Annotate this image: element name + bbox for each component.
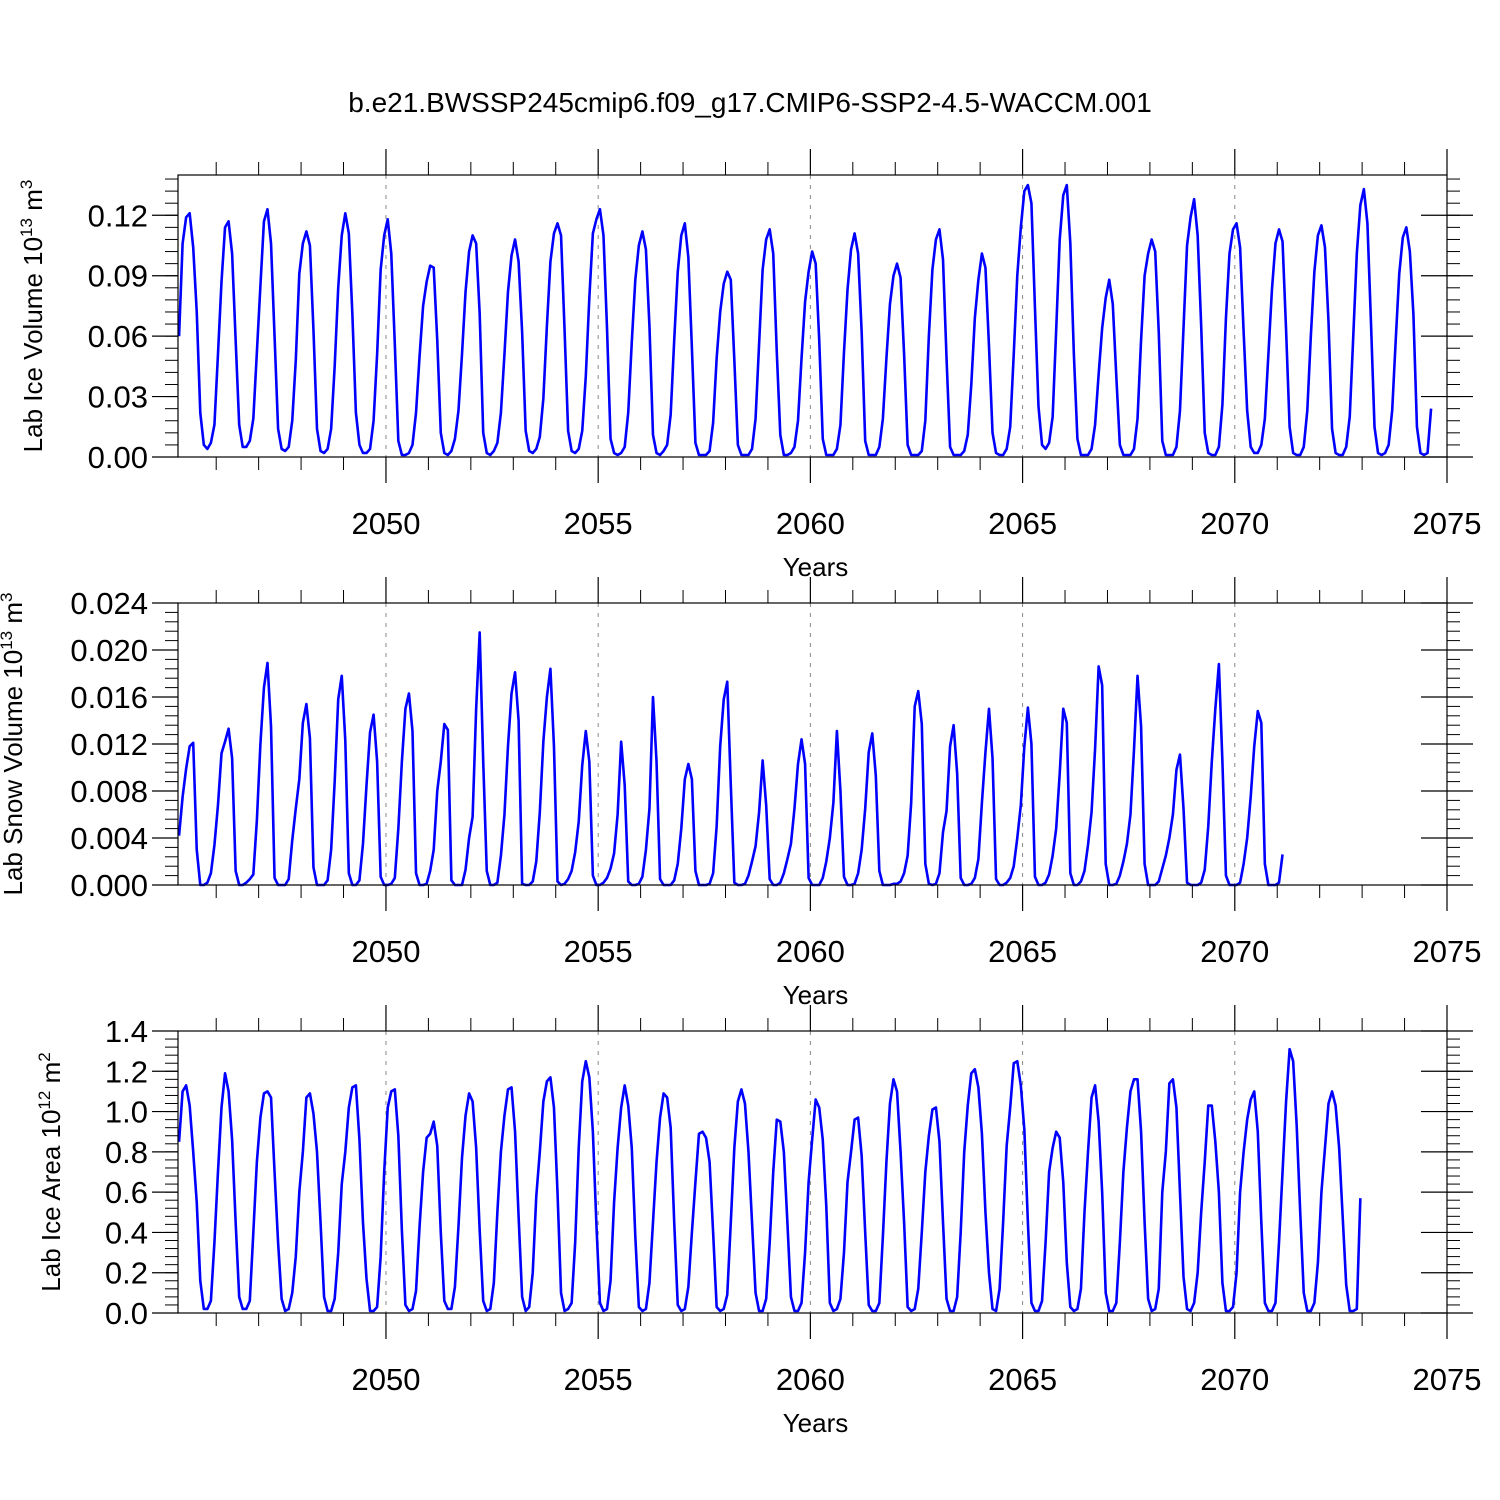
data-line — [177, 631, 1284, 887]
x-tick-label: 2055 — [564, 1362, 633, 1397]
x-tick-label: 2075 — [1413, 934, 1482, 969]
x-axis-label: Years — [783, 1408, 849, 1438]
y-tick-label: 0.2 — [105, 1256, 148, 1291]
x-axis-label: Years — [783, 552, 849, 582]
x-tick-label: 2065 — [988, 934, 1057, 969]
x-axis: 2050 2055 2060 2065 2070 2075 Years — [215, 577, 1482, 1010]
x-tick-label: 2075 — [1413, 506, 1482, 541]
y-axis-label: Lab Snow Volume 1013 m3 — [0, 592, 28, 895]
figure-title: b.e21.BWSSP245cmip6.f09_g17.CMIP6-SSP2-4… — [348, 87, 1152, 118]
x-tick-label: 2075 — [1413, 1362, 1482, 1397]
ice-area-panel: 0.0 0.2 0.4 0.6 0.8 1.0 1.2 1.4 2050 2055 2060 2065… — [35, 1005, 1481, 1438]
data-line — [177, 1047, 1362, 1313]
y-tick-label: 0.012 — [70, 727, 148, 762]
y-tick-label: 0.8 — [105, 1135, 148, 1170]
y-tick-label: 0.000 — [70, 868, 148, 903]
x-axis: 2050 2055 2060 2065 2070 2075 Years — [215, 149, 1482, 582]
y-tick-label: 0.09 — [88, 259, 148, 294]
x-tick-label: 2070 — [1200, 506, 1269, 541]
plot-frame — [177, 174, 1448, 458]
x-axis: 2050 2055 2060 2065 2070 2075 Years — [215, 1005, 1482, 1438]
y-axis: 0.000 0.004 0.008 0.012 0.016 0.020 0.024 — [70, 586, 1473, 903]
y-tick-label: 0.4 — [105, 1215, 148, 1250]
plot-frame — [177, 1030, 1448, 1314]
y-axis: 0.0 0.2 0.4 0.6 0.8 1.0 1.2 1.4 — [105, 1014, 1473, 1331]
y-tick-label: 1.2 — [105, 1054, 148, 1089]
data-line — [177, 183, 1433, 457]
y-tick-label: 0.0 — [105, 1296, 148, 1331]
x-axis-label: Years — [783, 980, 849, 1010]
x-tick-label: 2065 — [988, 506, 1057, 541]
panels: 0.00 0.03 0.06 0.09 0.12 2050 2055 2060 2065 2070… — [0, 149, 1481, 1438]
y-tick-label: 0.00 — [88, 440, 148, 475]
x-tick-label: 2070 — [1200, 934, 1269, 969]
y-axis: 0.00 0.03 0.06 0.09 0.12 — [88, 178, 1473, 475]
x-tick-label: 2060 — [776, 1362, 845, 1397]
x-tick-label: 2055 — [564, 934, 633, 969]
y-tick-label: 0.03 — [88, 380, 148, 415]
ice-volume-panel: 0.00 0.03 0.06 0.09 0.12 2050 2055 2060 2065 2070… — [17, 149, 1481, 582]
x-tick-label: 2060 — [776, 506, 845, 541]
y-tick-label: 0.020 — [70, 633, 148, 668]
y-tick-label: 0.008 — [70, 774, 148, 809]
y-axis-label: Lab Ice Volume 1013 m3 — [17, 180, 48, 453]
x-tick-label: 2055 — [564, 506, 633, 541]
x-tick-label: 2050 — [351, 506, 420, 541]
y-tick-label: 0.004 — [70, 821, 148, 856]
y-tick-label: 1.0 — [105, 1095, 148, 1130]
y-tick-label: 0.016 — [70, 680, 148, 715]
y-tick-label: 1.4 — [105, 1014, 148, 1049]
x-tick-label: 2050 — [351, 1362, 420, 1397]
y-tick-label: 0.12 — [88, 198, 148, 233]
y-tick-label: 0.6 — [105, 1175, 148, 1210]
x-tick-label: 2050 — [351, 934, 420, 969]
y-axis-label: Lab Ice Area 1012 m2 — [35, 1052, 66, 1291]
y-tick-label: 0.024 — [70, 586, 148, 621]
x-tick-label: 2070 — [1200, 1362, 1269, 1397]
x-tick-label: 2065 — [988, 1362, 1057, 1397]
x-tick-label: 2060 — [776, 934, 845, 969]
y-tick-label: 0.06 — [88, 319, 148, 354]
